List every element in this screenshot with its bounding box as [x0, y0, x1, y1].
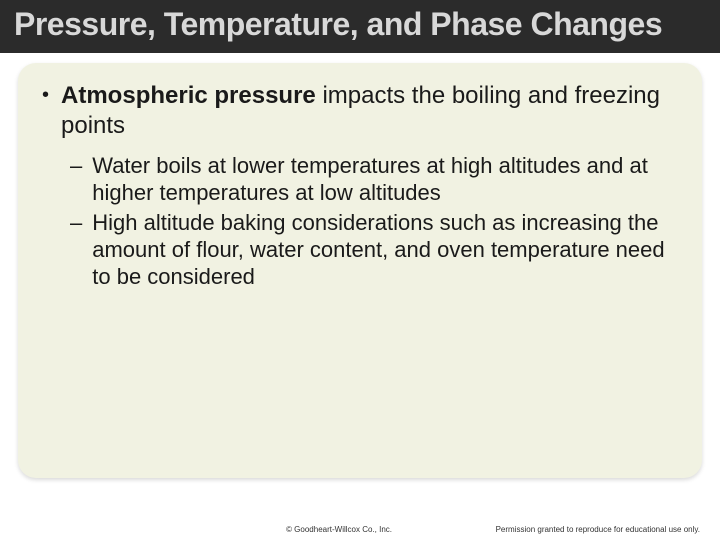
- bullet-dash-icon: –: [70, 153, 82, 207]
- bullet-sub-text: Water boils at lower temperatures at hig…: [92, 153, 678, 207]
- bullet-sub: – High altitude baking considerations su…: [70, 210, 678, 290]
- footer-permission: Permission granted to reproduce for educ…: [496, 525, 700, 534]
- slide-title: Pressure, Temperature, and Phase Changes: [14, 6, 706, 43]
- slide-footer: © Goodheart-Willcox Co., Inc. Permission…: [0, 525, 720, 534]
- bullet-main-bold: Atmospheric pressure: [61, 82, 316, 109]
- slide-header: Pressure, Temperature, and Phase Changes: [0, 0, 720, 53]
- bullet-main: • Atmospheric pressure impacts the boili…: [42, 81, 678, 141]
- bullet-sub-text: High altitude baking considerations such…: [92, 210, 678, 290]
- footer-copyright: © Goodheart-Willcox Co., Inc.: [0, 525, 392, 534]
- content-box: • Atmospheric pressure impacts the boili…: [18, 63, 702, 478]
- bullet-main-text: Atmospheric pressure impacts the boiling…: [61, 81, 678, 141]
- bullet-dot-icon: •: [42, 81, 49, 141]
- bullet-dash-icon: –: [70, 210, 82, 290]
- slide: Pressure, Temperature, and Phase Changes…: [0, 0, 720, 540]
- bullet-sub: – Water boils at lower temperatures at h…: [70, 153, 678, 207]
